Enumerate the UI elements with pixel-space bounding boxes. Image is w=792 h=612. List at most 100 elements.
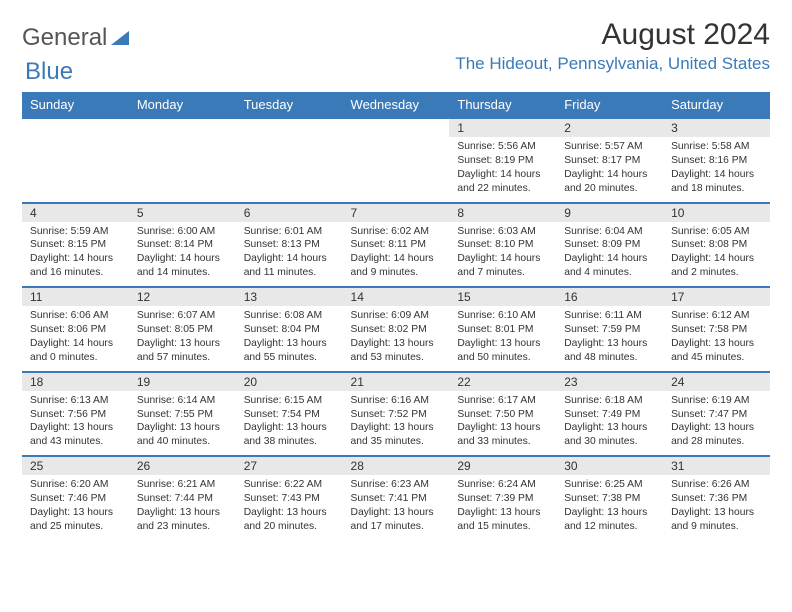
calendar-cell: 25Sunrise: 6:20 AMSunset: 7:46 PMDayligh… xyxy=(22,456,129,540)
calendar-cell: 16Sunrise: 6:11 AMSunset: 7:59 PMDayligh… xyxy=(556,287,663,372)
day-number: 17 xyxy=(663,288,770,306)
day-details: Sunrise: 6:24 AMSunset: 7:39 PMDaylight:… xyxy=(449,475,556,540)
day-number: 18 xyxy=(22,373,129,391)
day-number: 15 xyxy=(449,288,556,306)
calendar-week-row: 18Sunrise: 6:13 AMSunset: 7:56 PMDayligh… xyxy=(22,372,770,457)
day-number: 7 xyxy=(343,204,450,222)
day-number: 23 xyxy=(556,373,663,391)
day-number: 24 xyxy=(663,373,770,391)
day-number: 8 xyxy=(449,204,556,222)
calendar-cell: 14Sunrise: 6:09 AMSunset: 8:02 PMDayligh… xyxy=(343,287,450,372)
weekday-header: Sunday xyxy=(22,92,129,118)
logo-text-blue: Blue xyxy=(25,58,73,85)
day-details: Sunrise: 6:03 AMSunset: 8:10 PMDaylight:… xyxy=(449,222,556,287)
day-details: Sunrise: 6:05 AMSunset: 8:08 PMDaylight:… xyxy=(663,222,770,287)
weekday-header: Friday xyxy=(556,92,663,118)
day-details: Sunrise: 6:14 AMSunset: 7:55 PMDaylight:… xyxy=(129,391,236,456)
calendar-cell: 23Sunrise: 6:18 AMSunset: 7:49 PMDayligh… xyxy=(556,372,663,457)
weekday-header-row: SundayMondayTuesdayWednesdayThursdayFrid… xyxy=(22,92,770,118)
day-details: Sunrise: 6:06 AMSunset: 8:06 PMDaylight:… xyxy=(22,306,129,371)
day-details: Sunrise: 6:23 AMSunset: 7:41 PMDaylight:… xyxy=(343,475,450,540)
day-number: 2 xyxy=(556,119,663,137)
calendar-cell: 26Sunrise: 6:21 AMSunset: 7:44 PMDayligh… xyxy=(129,456,236,540)
day-details: Sunrise: 5:57 AMSunset: 8:17 PMDaylight:… xyxy=(556,137,663,202)
day-details: Sunrise: 6:02 AMSunset: 8:11 PMDaylight:… xyxy=(343,222,450,287)
day-number: 11 xyxy=(22,288,129,306)
calendar-cell xyxy=(236,118,343,203)
day-number: 9 xyxy=(556,204,663,222)
calendar-cell: 7Sunrise: 6:02 AMSunset: 8:11 PMDaylight… xyxy=(343,203,450,288)
calendar-cell: 6Sunrise: 6:01 AMSunset: 8:13 PMDaylight… xyxy=(236,203,343,288)
day-details: Sunrise: 5:58 AMSunset: 8:16 PMDaylight:… xyxy=(663,137,770,202)
calendar-cell: 21Sunrise: 6:16 AMSunset: 7:52 PMDayligh… xyxy=(343,372,450,457)
title-block: August 2024 The Hideout, Pennsylvania, U… xyxy=(455,18,770,74)
calendar-cell: 29Sunrise: 6:24 AMSunset: 7:39 PMDayligh… xyxy=(449,456,556,540)
day-details: Sunrise: 6:20 AMSunset: 7:46 PMDaylight:… xyxy=(22,475,129,540)
day-number: 30 xyxy=(556,457,663,475)
weekday-header: Saturday xyxy=(663,92,770,118)
weekday-header: Thursday xyxy=(449,92,556,118)
calendar-cell: 18Sunrise: 6:13 AMSunset: 7:56 PMDayligh… xyxy=(22,372,129,457)
calendar-cell: 19Sunrise: 6:14 AMSunset: 7:55 PMDayligh… xyxy=(129,372,236,457)
calendar-week-row: 25Sunrise: 6:20 AMSunset: 7:46 PMDayligh… xyxy=(22,456,770,540)
day-details: Sunrise: 6:04 AMSunset: 8:09 PMDaylight:… xyxy=(556,222,663,287)
day-details: Sunrise: 6:15 AMSunset: 7:54 PMDaylight:… xyxy=(236,391,343,456)
calendar-cell: 30Sunrise: 6:25 AMSunset: 7:38 PMDayligh… xyxy=(556,456,663,540)
calendar-week-row: 1Sunrise: 5:56 AMSunset: 8:19 PMDaylight… xyxy=(22,118,770,203)
day-number: 5 xyxy=(129,204,236,222)
calendar-cell: 11Sunrise: 6:06 AMSunset: 8:06 PMDayligh… xyxy=(22,287,129,372)
day-number: 19 xyxy=(129,373,236,391)
day-details: Sunrise: 6:25 AMSunset: 7:38 PMDaylight:… xyxy=(556,475,663,540)
day-details: Sunrise: 5:56 AMSunset: 8:19 PMDaylight:… xyxy=(449,137,556,202)
day-number: 12 xyxy=(129,288,236,306)
day-number: 25 xyxy=(22,457,129,475)
day-details: Sunrise: 6:13 AMSunset: 7:56 PMDaylight:… xyxy=(22,391,129,456)
logo-text-general: General xyxy=(22,24,107,52)
calendar-table: SundayMondayTuesdayWednesdayThursdayFrid… xyxy=(22,92,770,540)
calendar-cell: 8Sunrise: 6:03 AMSunset: 8:10 PMDaylight… xyxy=(449,203,556,288)
day-details: Sunrise: 6:21 AMSunset: 7:44 PMDaylight:… xyxy=(129,475,236,540)
day-details: Sunrise: 6:01 AMSunset: 8:13 PMDaylight:… xyxy=(236,222,343,287)
day-details: Sunrise: 6:07 AMSunset: 8:05 PMDaylight:… xyxy=(129,306,236,371)
day-number: 10 xyxy=(663,204,770,222)
day-number: 31 xyxy=(663,457,770,475)
sail-icon xyxy=(111,31,129,45)
calendar-cell: 27Sunrise: 6:22 AMSunset: 7:43 PMDayligh… xyxy=(236,456,343,540)
weekday-header: Wednesday xyxy=(343,92,450,118)
day-number: 21 xyxy=(343,373,450,391)
weekday-header: Monday xyxy=(129,92,236,118)
day-details: Sunrise: 6:18 AMSunset: 7:49 PMDaylight:… xyxy=(556,391,663,456)
day-details: Sunrise: 6:22 AMSunset: 7:43 PMDaylight:… xyxy=(236,475,343,540)
calendar-cell: 15Sunrise: 6:10 AMSunset: 8:01 PMDayligh… xyxy=(449,287,556,372)
weekday-header: Tuesday xyxy=(236,92,343,118)
day-details: Sunrise: 5:59 AMSunset: 8:15 PMDaylight:… xyxy=(22,222,129,287)
calendar-week-row: 11Sunrise: 6:06 AMSunset: 8:06 PMDayligh… xyxy=(22,287,770,372)
day-details: Sunrise: 6:17 AMSunset: 7:50 PMDaylight:… xyxy=(449,391,556,456)
day-number: 6 xyxy=(236,204,343,222)
day-number: 27 xyxy=(236,457,343,475)
calendar-cell xyxy=(343,118,450,203)
calendar-cell xyxy=(22,118,129,203)
calendar-cell: 10Sunrise: 6:05 AMSunset: 8:08 PMDayligh… xyxy=(663,203,770,288)
logo: General xyxy=(22,24,133,52)
calendar-cell: 4Sunrise: 5:59 AMSunset: 8:15 PMDaylight… xyxy=(22,203,129,288)
day-details: Sunrise: 6:11 AMSunset: 7:59 PMDaylight:… xyxy=(556,306,663,371)
calendar-cell: 5Sunrise: 6:00 AMSunset: 8:14 PMDaylight… xyxy=(129,203,236,288)
calendar-cell: 20Sunrise: 6:15 AMSunset: 7:54 PMDayligh… xyxy=(236,372,343,457)
day-number: 26 xyxy=(129,457,236,475)
calendar-cell: 13Sunrise: 6:08 AMSunset: 8:04 PMDayligh… xyxy=(236,287,343,372)
calendar-week-row: 4Sunrise: 5:59 AMSunset: 8:15 PMDaylight… xyxy=(22,203,770,288)
day-details: Sunrise: 6:16 AMSunset: 7:52 PMDaylight:… xyxy=(343,391,450,456)
day-details: Sunrise: 6:12 AMSunset: 7:58 PMDaylight:… xyxy=(663,306,770,371)
day-number: 20 xyxy=(236,373,343,391)
day-number: 16 xyxy=(556,288,663,306)
day-number: 14 xyxy=(343,288,450,306)
day-number: 1 xyxy=(449,119,556,137)
day-number: 3 xyxy=(663,119,770,137)
calendar-cell: 31Sunrise: 6:26 AMSunset: 7:36 PMDayligh… xyxy=(663,456,770,540)
page-title: August 2024 xyxy=(455,18,770,52)
day-number: 28 xyxy=(343,457,450,475)
calendar-cell: 24Sunrise: 6:19 AMSunset: 7:47 PMDayligh… xyxy=(663,372,770,457)
calendar-cell: 17Sunrise: 6:12 AMSunset: 7:58 PMDayligh… xyxy=(663,287,770,372)
day-number: 22 xyxy=(449,373,556,391)
